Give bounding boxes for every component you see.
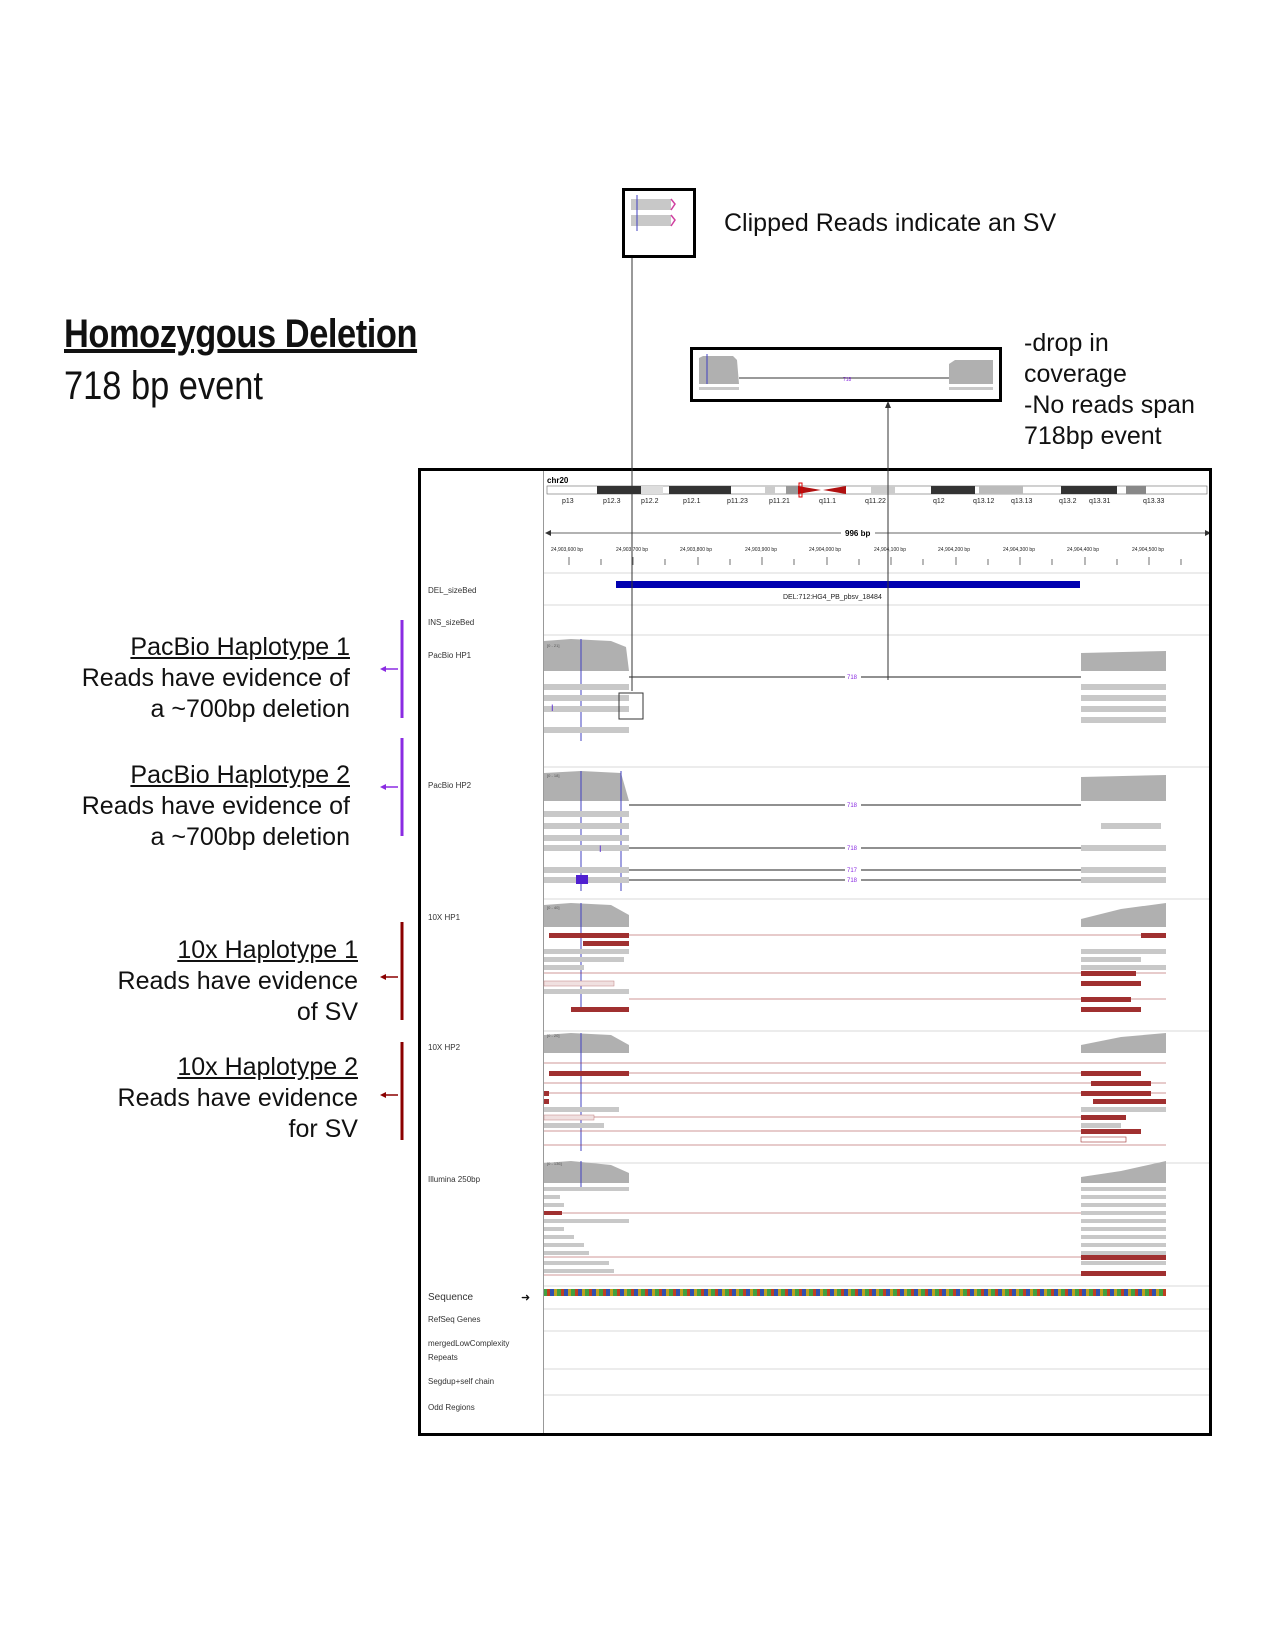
coverage-callout-line1: -drop in: [1024, 329, 1109, 357]
label-heading: PacBio Haplotype 1: [130, 633, 350, 661]
coverage-drop-thumbnail: 718: [699, 354, 993, 390]
band-label: q13.2: [1059, 498, 1077, 505]
track-name-pacbio-hp1: PacBio HP1: [428, 651, 472, 660]
sequence-arrow-icon[interactable]: ➜: [521, 1292, 531, 1304]
ruler-tick-label: 24,904,100 bp: [874, 547, 906, 553]
band-label: p11.23: [727, 498, 748, 505]
label-heading: PacBio Haplotype 2: [130, 761, 350, 789]
label-pacbio-hp1: PacBio Haplotype 1 Reads have evidence o…: [82, 632, 350, 725]
10x-hp2-track: [0 - 20]: [543, 1033, 1166, 1151]
band-label: q13.33: [1143, 498, 1165, 505]
band-label: p12.2: [641, 498, 659, 505]
track-name-pacbio-hp2: PacBio HP2: [428, 781, 472, 790]
band-label: p13: [562, 498, 574, 505]
10x-hp1-track: [0 - 40]: [543, 903, 1166, 1012]
band-label: q13.13: [1011, 498, 1033, 505]
track-name-segdup: Segdup+self chain: [428, 1377, 495, 1386]
track-name-10x-hp1: 10X HP1: [428, 913, 461, 922]
band-labels: p13 p12.3 p12.2 p12.1 p11.23 p11.21 q11.…: [562, 498, 1165, 505]
ruler-tick-label: 24,903,700 bp: [616, 547, 648, 553]
label-line: for SV: [288, 1115, 358, 1143]
gap-label: 718: [847, 846, 858, 852]
band-label: p11.21: [769, 498, 790, 505]
label-line: of SV: [296, 998, 358, 1026]
track-name-illumina: Illumina 250bp: [428, 1175, 481, 1184]
ruler-tick-label: 24,904,000 bp: [809, 547, 841, 553]
ideogram: [546, 482, 1208, 498]
coverage-callout: -drop in coverage -No reads span 718bp e…: [1024, 328, 1195, 452]
ruler-tick-label: 24,904,400 bp: [1067, 547, 1099, 553]
ruler-tick-label: 24,903,900 bp: [745, 547, 777, 553]
illumina-track: [0 - 136]: [544, 1161, 1166, 1276]
ruler-tick-label: 24,904,200 bp: [938, 547, 970, 553]
range-label: [0 - 18]: [547, 773, 559, 778]
band-label: q12: [933, 498, 945, 505]
coverage-callout-line3: -No reads span: [1024, 391, 1195, 419]
pacbio-hp1-track: 718 I [0 - 21]: [544, 639, 1166, 741]
ruler-tick-label: 24,904,500 bp: [1132, 547, 1164, 553]
track-name-lowcomplexity: mergedLowComplexity: [428, 1339, 510, 1348]
page-title: Homozygous Deletion: [64, 312, 418, 356]
chromosome-name: chr20: [547, 476, 569, 485]
svg-text:I: I: [599, 844, 602, 854]
pacbio-hp2-track: [0 - 18] 718 718 717 718 I: [544, 771, 1166, 891]
range-label: [0 - 40]: [547, 905, 559, 910]
label-line: Reads have evidence: [117, 1084, 358, 1112]
deletion-feature-label: DEL:712:HG4_PB_pbsv_18484: [783, 594, 882, 601]
track-name-del: DEL_sizeBed: [428, 586, 477, 595]
gap-label: 718: [847, 803, 858, 809]
gap-label: 718: [847, 878, 858, 884]
svg-text:I: I: [551, 703, 554, 713]
ruler-tick-label: 24,904,300 bp: [1003, 547, 1035, 553]
sequence-track: [544, 1289, 1166, 1296]
coverage-callout-line4: 718bp event: [1024, 422, 1162, 450]
clipped-reads-thumbnail: [631, 195, 676, 231]
label-line: Reads have evidence: [117, 967, 358, 995]
gap-label: 718: [847, 675, 858, 681]
gap-label: 717: [847, 868, 858, 874]
igv-panel: DEL_sizeBed INS_sizeBed PacBio HP1 PacBi…: [418, 468, 1212, 1436]
range-label: [0 - 21]: [547, 643, 559, 648]
band-label: q11.1: [819, 498, 836, 505]
ruler-tick-label: 24,903,800 bp: [680, 547, 712, 553]
band-label: p12.3: [603, 498, 621, 505]
coverage-callout-line2: coverage: [1024, 360, 1127, 388]
band-label: q11.22: [865, 498, 886, 505]
label-10x-hp1: 10x Haplotype 1 Reads have evidence of S…: [118, 935, 358, 1028]
track-name-10x-hp2: 10X HP2: [428, 1043, 461, 1052]
deletion-feature[interactable]: [616, 581, 1080, 588]
coverage-drop-inset: 718: [690, 347, 1002, 402]
band-label: q13.12: [973, 498, 995, 505]
track-name-odd: Odd Regions: [428, 1403, 475, 1412]
label-10x-hp2: 10x Haplotype 2 Reads have evidence for …: [118, 1052, 358, 1145]
track-name-sequence: Sequence: [428, 1292, 474, 1303]
ruler: 996 bp 24,903,600 bp 24,903,700 bp 24,90…: [545, 527, 1209, 565]
label-heading: 10x Haplotype 1: [177, 936, 358, 964]
track-name-panel: DEL_sizeBed INS_sizeBed PacBio HP1 PacBi…: [421, 471, 544, 1433]
clipped-reads-callout: Clipped Reads indicate an SV: [724, 209, 1057, 237]
label-line: Reads have evidence of: [81, 664, 350, 692]
range-label: [0 - 20]: [547, 1033, 559, 1038]
label-heading: 10x Haplotype 2: [177, 1053, 358, 1081]
label-line: Reads have evidence of: [81, 792, 350, 820]
label-line: a ~700bp deletion: [150, 823, 351, 851]
ruler-span: 996 bp: [845, 529, 870, 538]
label-line: a ~700bp deletion: [150, 695, 351, 723]
page-subtitle: 718 bp event: [64, 364, 263, 408]
label-pacbio-hp2: PacBio Haplotype 2 Reads have evidence o…: [82, 760, 350, 853]
track-name-ins: INS_sizeBed: [428, 618, 475, 627]
svg-text:718: 718: [843, 377, 852, 383]
igv-data-panel: chr20 p13 p12.3 p12.2 p12.1 p11.23 p11.2…: [543, 476, 1209, 1396]
track-name-repeats: Repeats: [428, 1353, 458, 1362]
ruler-tick-label: 24,903,600 bp: [551, 547, 583, 553]
band-label: q13.31: [1089, 498, 1111, 505]
track-name-refseq: RefSeq Genes: [428, 1315, 481, 1324]
band-label: p12.1: [683, 498, 701, 505]
range-label: [0 - 136]: [547, 1161, 562, 1166]
clipped-reads-inset: [622, 188, 696, 258]
